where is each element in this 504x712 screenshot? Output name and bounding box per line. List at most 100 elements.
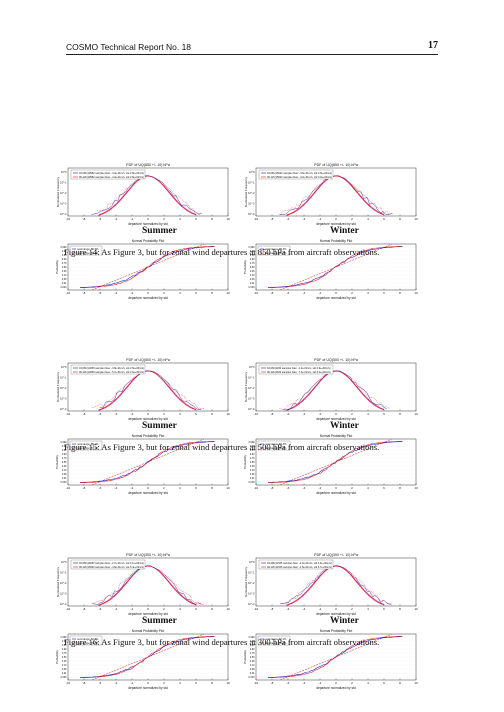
header-rule (66, 54, 438, 55)
pdf-y-tick-label: 10^0 (249, 365, 255, 369)
prob-y-tick-label: 0.25 (62, 270, 67, 273)
prob-y-tick-label: 0.999 (249, 636, 256, 639)
prob-y-tick-label: 0.10 (250, 469, 255, 472)
x-tick-label: 4 (179, 217, 181, 221)
prob-y-tick-label: 0.99 (62, 640, 67, 643)
prob-legend-entry: normrange: 85.1% (77, 442, 99, 446)
pdf-y-tick-label: 10^-1 (248, 571, 255, 575)
x-tick-label: -10 (66, 217, 71, 221)
prob-series-late (80, 636, 215, 678)
prob-y-tick-label: 0.01 (62, 477, 67, 480)
pdf-xlabel: departure normalized by std (316, 417, 356, 421)
prob-y-tick-label: 0.999 (61, 636, 68, 639)
fit-curve-early (98, 370, 197, 411)
prob-legend-entry: normrange: 82.8% (77, 637, 99, 641)
prob-y-tick-label: 0.95 (250, 644, 255, 647)
figure-caption: Figure 16: As Figure 3, but for zonal wi… (64, 637, 380, 647)
x-tick-label: 2 (351, 217, 353, 221)
pdf-xlabel: departure normalized by std (316, 612, 356, 616)
prob-legend-entry: normrange: 85.7% (265, 251, 287, 255)
prob-y-tick-label: 0.50 (62, 656, 67, 659)
pdf-y-tick-label: 10^-1 (60, 571, 67, 575)
prob-series-early (267, 441, 403, 483)
x-tick-label: 4 (367, 412, 369, 416)
x-tick-label: 2 (163, 412, 165, 416)
x-tick-label: -10 (254, 217, 259, 221)
pdf-legend-entry: 09-12h(19582 samples bias: -4.4e-01m/s, … (79, 176, 144, 179)
x-tick-label: -10 (66, 607, 71, 611)
pdf-legend-entry: 09-12h(2932 samples bias: -7.3e-01m/s, s… (267, 371, 331, 374)
pdf-legend-entry: 03-06h(11525 samples bias: -2.4e-01m/s, … (267, 562, 332, 565)
x-tick-label: -10 (66, 291, 71, 295)
pdf-legend: 03-06h(11525 samples bias: -2.4e-01m/s, … (258, 559, 334, 570)
prob-y-tick-label: 0.99 (62, 445, 67, 448)
figure-panel-summer: PDF of UQ(850 +/- 10) hPa Normalized Freq… (52, 160, 252, 300)
x-tick-label: -10 (254, 681, 259, 685)
prob-xlabel: departure normalized by std (128, 686, 168, 690)
x-tick-label: -4 (303, 291, 306, 295)
prob-y-tick-label: 0.01 (62, 672, 67, 675)
x-tick-label: 4 (179, 291, 181, 295)
x-tick-label: -4 (115, 412, 118, 416)
x-tick-label: 0 (147, 217, 149, 221)
prob-series-early (79, 246, 215, 288)
pdf-y-tick-label: 10^-2 (248, 191, 255, 195)
x-tick-label: 10 (414, 607, 418, 611)
fit-curve-early (286, 175, 385, 216)
pdf-y-tick-label: 10^-3 (60, 397, 67, 401)
prob-series-early (267, 246, 403, 288)
prob-y-tick-label: 0.95 (62, 254, 67, 257)
figure-panel-summer: PDF of UQ(500 +/- 10) hPa Normalized Freq… (52, 355, 252, 495)
x-tick-label: -6 (99, 681, 102, 685)
x-tick-label: 6 (383, 217, 385, 221)
running-header: COSMO Technical Report No. 18 (66, 42, 192, 52)
pdf-title: PDF of UQ(850 +/- 10) hPa (314, 163, 358, 167)
prob-y-tick-label: 0.999 (249, 441, 256, 444)
prob-legend-entry: normrange: 88.3% (77, 247, 99, 251)
x-tick-label: -4 (303, 217, 306, 221)
pdf-ylabel: Normalized Frequency (244, 566, 248, 597)
prob-y-tick-label: 0.05 (250, 278, 255, 281)
prob-y-tick-label: 0.25 (250, 270, 255, 273)
prob-y-tick-label: 0.01 (62, 282, 67, 285)
x-tick-label: 10 (226, 681, 230, 685)
x-tick-label: -6 (287, 412, 290, 416)
prob-legend-entry: normrange: 87.3% (77, 446, 99, 450)
x-tick-label: 6 (383, 412, 385, 416)
x-tick-label: 10 (414, 681, 418, 685)
x-tick-label: -10 (66, 681, 71, 685)
pdf-xlabel: departure normalized by std (128, 417, 168, 421)
pdf-series-late (97, 175, 202, 215)
x-tick-label: -4 (115, 607, 118, 611)
pdf-y-tick-label: 10^-3 (248, 202, 255, 206)
x-tick-label: 0 (147, 412, 149, 416)
x-tick-label: 8 (211, 412, 213, 416)
pdf-y-tick-label: 10^-3 (60, 592, 67, 596)
prob-series-late (267, 441, 403, 483)
figure-panel-summer: PDF of UQ(300 +/- 10) hPa Normalized Freq… (52, 550, 252, 690)
x-tick-label: 8 (399, 486, 401, 490)
pdf-legend: 03-06h(16660 samples bias: -2.7e-01m/s, … (70, 559, 146, 570)
pdf-xlabel: departure normalized by std (128, 222, 168, 226)
pdf-y-tick-label: 10^-2 (248, 581, 255, 585)
prob-legend-entry: normrange: 89.4% (265, 247, 287, 251)
pdf-y-tick-label: 10^-2 (60, 386, 67, 390)
prob-xlabel: departure normalized by std (316, 296, 356, 300)
x-tick-label: -6 (99, 607, 102, 611)
prob-series-early (80, 441, 215, 483)
x-tick-label: -4 (303, 412, 306, 416)
season-label: Summer (142, 226, 177, 236)
pdf-series-early (99, 370, 202, 410)
x-tick-label: 6 (383, 291, 385, 295)
pdf-y-tick-label: 10^-1 (248, 376, 255, 380)
prob-y-tick-label: 0.01 (250, 477, 255, 480)
figure-caption: Figure 14: As Figure 3, but for zonal wi… (64, 247, 380, 257)
x-tick-label: -6 (99, 486, 102, 490)
x-tick-label: 8 (211, 486, 213, 490)
pdf-y-tick-label: 10^-1 (248, 181, 255, 185)
x-tick-label: 8 (211, 291, 213, 295)
pdf-y-tick-label: 10^-4 (248, 212, 255, 216)
season-label: Winter (330, 421, 359, 431)
pdf-legend-entry: 09-12h(16660 samples bias: -4.5e-01m/s, … (79, 566, 144, 569)
x-tick-label: -8 (271, 486, 274, 490)
